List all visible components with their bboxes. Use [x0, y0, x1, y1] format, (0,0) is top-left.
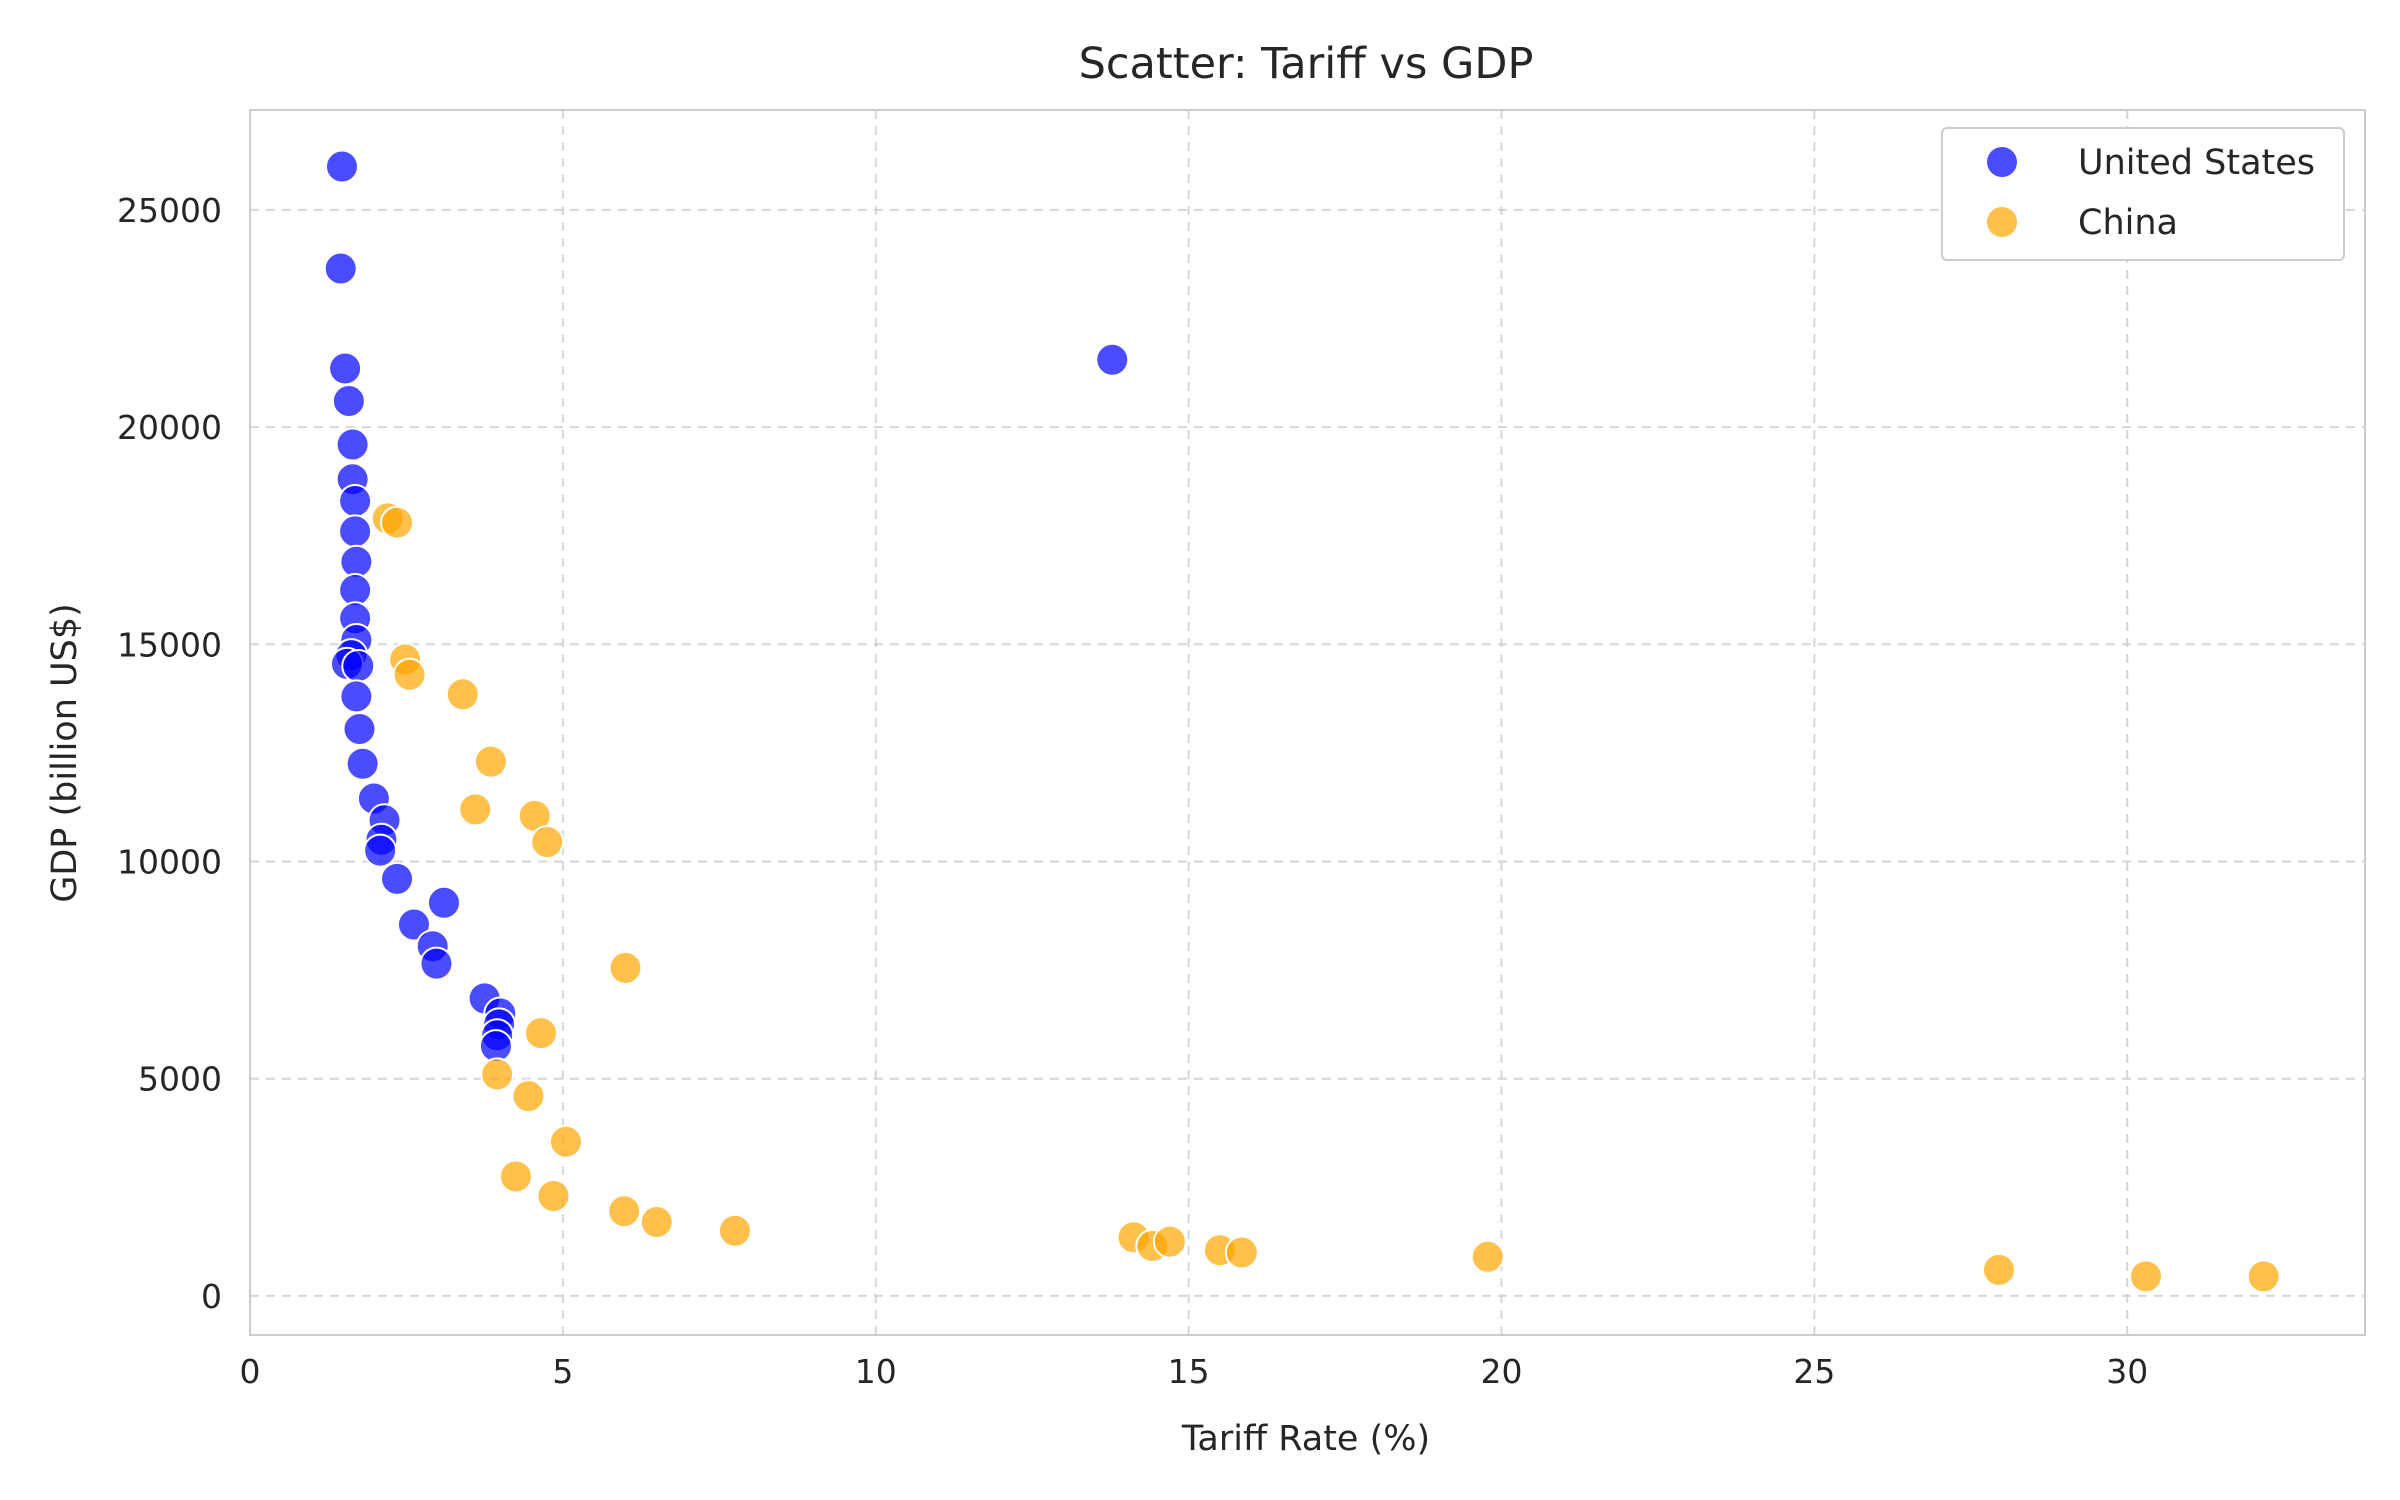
data-point [392, 657, 427, 692]
data-point [335, 427, 370, 462]
data-point [419, 946, 454, 981]
data-point [331, 384, 366, 419]
data-point [1981, 1252, 2016, 1287]
data-point [530, 824, 565, 859]
series-0 [323, 149, 1130, 1064]
data-point [339, 679, 374, 714]
x-tick-label: 5 [552, 1352, 573, 1391]
data-point [345, 746, 380, 781]
y-axis-label: GDP (billion US$) [45, 603, 85, 903]
x-tick-label: 0 [240, 1352, 261, 1391]
data-point [523, 1016, 558, 1051]
x-axis-ticks: 0 5 10 15 20 25 30 [240, 1352, 2149, 1391]
data-point [1095, 342, 1130, 377]
data-point [339, 544, 374, 579]
data-point [342, 712, 377, 747]
data-point [717, 1213, 752, 1248]
y-tick-label: 15000 [117, 625, 222, 664]
data-point [323, 251, 358, 286]
data-point [363, 833, 398, 868]
data-point [536, 1178, 571, 1213]
legend-label: United States [2078, 143, 2315, 183]
legend-label: China [2078, 203, 2178, 243]
data-point [338, 483, 373, 518]
x-tick-label: 25 [1793, 1352, 1835, 1391]
y-tick-label: 25000 [117, 191, 222, 230]
data-point [498, 1159, 533, 1194]
data-point [607, 1194, 642, 1229]
x-tick-label: 20 [1480, 1352, 1522, 1391]
grid-lines [249, 110, 2365, 1335]
data-point [426, 885, 461, 920]
x-tick-label: 10 [855, 1352, 897, 1391]
x-tick-label: 30 [2106, 1352, 2148, 1391]
y-tick-label: 5000 [138, 1060, 222, 1099]
y-axis-ticks: 0 5000 10000 15000 20000 25000 [117, 191, 222, 1316]
data-point [473, 744, 508, 779]
data-point [338, 573, 373, 608]
data-point [1152, 1224, 1187, 1259]
data-point [478, 1029, 513, 1064]
legend-box [1941, 127, 2345, 261]
data-point [380, 505, 415, 540]
data-point [608, 950, 643, 985]
data-points [323, 149, 2281, 1294]
data-point [2128, 1259, 2163, 1294]
data-point [458, 792, 493, 827]
data-point [548, 1124, 583, 1159]
chart-title: Scatter: Tariff vs GDP [1079, 39, 1534, 89]
x-axis-label: Tariff Rate (%) [1181, 1419, 1430, 1459]
series-1 [370, 501, 2281, 1294]
data-point [1224, 1235, 1259, 1270]
data-point [380, 861, 415, 896]
data-point [480, 1057, 515, 1092]
y-tick-label: 20000 [117, 408, 222, 447]
data-point [338, 514, 373, 549]
data-point [341, 649, 376, 684]
legend-marker [1985, 145, 2019, 179]
y-tick-label: 10000 [117, 843, 222, 882]
legend: United States China [1941, 127, 2345, 261]
y-tick-label: 0 [201, 1277, 222, 1316]
data-point [328, 351, 363, 386]
data-point [396, 907, 431, 942]
data-point [511, 1079, 546, 1114]
legend-marker [1985, 205, 2019, 239]
data-point [445, 677, 480, 712]
data-point [1470, 1239, 1505, 1274]
x-tick-label: 15 [1168, 1352, 1210, 1391]
data-point [324, 149, 359, 184]
data-point [2246, 1259, 2281, 1294]
data-point [639, 1205, 674, 1240]
plot-frame [249, 109, 2366, 1336]
